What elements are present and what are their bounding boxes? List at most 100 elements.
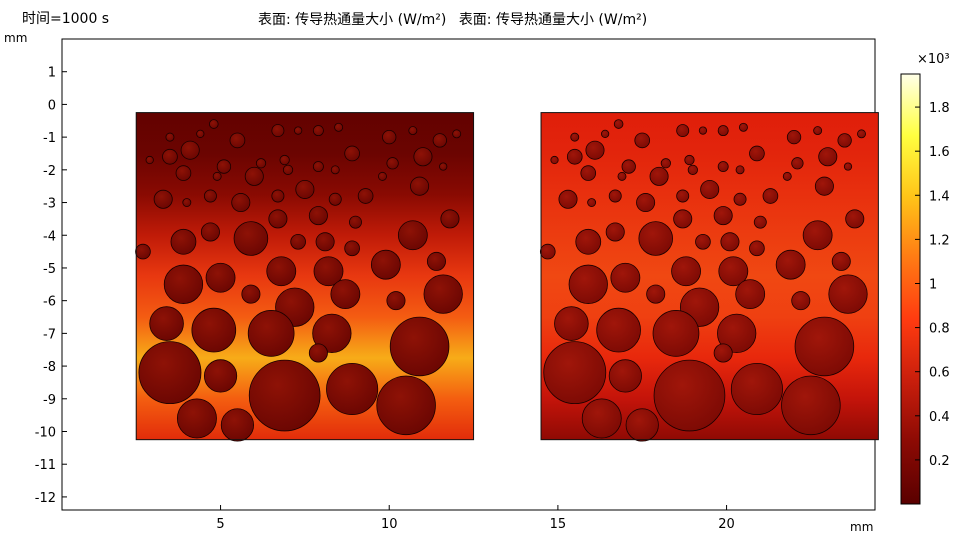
particle-left-17 xyxy=(279,154,290,166)
y-tick-label: 0 xyxy=(48,98,56,113)
x-axis-unit: mm xyxy=(850,520,873,534)
particle-left-16 xyxy=(255,158,267,169)
particle-right-65 xyxy=(794,316,855,377)
particle-left-61 xyxy=(149,306,184,341)
particle-right-30 xyxy=(558,189,578,209)
particle-right-63 xyxy=(652,310,700,357)
particle-right-47 xyxy=(720,232,740,252)
particle-left-53 xyxy=(313,256,344,287)
particle-right-15 xyxy=(621,159,636,174)
colorbar-tick-label: 1.4 xyxy=(929,189,950,204)
particle-left-30 xyxy=(153,189,173,209)
x-tick-label: 15 xyxy=(550,517,567,532)
particle-right-60 xyxy=(828,274,868,314)
particle-left-25 xyxy=(244,166,264,186)
colorbar-multiplier: ×10³ xyxy=(917,52,950,67)
y-axis-unit: mm xyxy=(4,31,27,45)
particle-left-72 xyxy=(176,398,217,439)
particle-right-50 xyxy=(568,264,608,304)
particle-right-22 xyxy=(843,162,853,171)
particle-left-35 xyxy=(295,179,315,199)
particle-left-64 xyxy=(312,313,352,354)
particle-right-55 xyxy=(831,251,851,271)
particle-left-3 xyxy=(229,132,246,149)
particle-right-4 xyxy=(676,124,690,138)
y-tick-label: -6 xyxy=(43,295,56,310)
colorbar: 0.2 0.4 0.6 0.8 1 1.2 1.4 1.6 1.8 xyxy=(900,73,950,505)
particle-right-8 xyxy=(786,129,802,145)
particle-left-2 xyxy=(209,119,219,129)
particle-right-72 xyxy=(581,398,622,439)
time-label: 时间=1000 s xyxy=(22,11,110,27)
particle-right-20 xyxy=(791,157,804,170)
particle-right-2 xyxy=(613,119,624,129)
particle-left-15 xyxy=(216,159,232,174)
plot-title-1: 表面: 传导热通量大小 (W/m²) xyxy=(258,12,447,28)
particle-left-6 xyxy=(312,125,324,137)
particle-left-38 xyxy=(268,209,288,229)
particle-left-22 xyxy=(439,162,448,171)
particle-left-52 xyxy=(266,256,297,287)
particle-right-64 xyxy=(717,313,757,354)
plot-title-2: 表面: 传导热通量大小 (W/m²) xyxy=(458,12,648,28)
particle-left-44 xyxy=(200,222,220,242)
particle-right-17 xyxy=(684,154,695,166)
particle-left-8 xyxy=(382,129,397,145)
y-tick-label: -5 xyxy=(43,262,56,277)
y-tick-label: -10 xyxy=(35,426,56,441)
colorbar-bar xyxy=(900,73,921,505)
particle-left-31 xyxy=(182,198,192,207)
colorbar-tick-label: 1 xyxy=(929,277,937,292)
particle-right-36 xyxy=(733,192,747,206)
particle-left-39 xyxy=(308,206,328,226)
particle-left-65 xyxy=(389,316,450,377)
particle-right-37 xyxy=(762,188,779,204)
particle-left-26 xyxy=(282,164,294,175)
particle-left-33 xyxy=(231,193,251,213)
particle-right-13 xyxy=(566,148,583,165)
particle-left-29 xyxy=(410,176,430,196)
particle-left-59 xyxy=(386,291,406,311)
colorbar-tick-label: 0.8 xyxy=(929,322,950,337)
y-tick-label: -2 xyxy=(43,164,56,179)
particle-left-10 xyxy=(432,133,447,148)
particle-right-44 xyxy=(605,222,625,242)
particle-right-56 xyxy=(646,284,666,304)
colorbar-tick-label: 1.6 xyxy=(929,145,950,160)
particle-left-19 xyxy=(344,145,360,162)
particle-right-16 xyxy=(660,158,671,169)
particle-right-39 xyxy=(713,206,733,226)
particle-left-13 xyxy=(162,148,178,165)
particle-right-43 xyxy=(575,228,602,255)
x-tick-label: 10 xyxy=(381,517,398,532)
particle-right-0 xyxy=(570,132,580,142)
particle-left-18 xyxy=(312,161,324,173)
particle-left-45 xyxy=(233,221,269,256)
y-tick-label: -12 xyxy=(35,491,56,506)
plot-title: 表面: 传导热通量大小 (W/m²) 表面: 传导热通量大小 (W/m²) xyxy=(258,9,655,29)
particle-left-55 xyxy=(426,251,446,271)
particle-right-9 xyxy=(813,126,823,136)
particle-right-51 xyxy=(610,262,641,293)
particle-right-28 xyxy=(782,171,792,181)
y-tick-label: -4 xyxy=(43,229,56,244)
particle-right-48 xyxy=(749,240,765,257)
panels-layer xyxy=(135,112,879,442)
particle-left-14 xyxy=(180,140,200,160)
particle-right-61 xyxy=(554,306,589,341)
particle-right-35 xyxy=(700,179,720,199)
particle-left-9 xyxy=(408,126,418,136)
y-tick-label: -1 xyxy=(43,131,56,146)
particle-right-21 xyxy=(818,147,838,167)
particle-left-71 xyxy=(376,375,436,436)
particle-left-12 xyxy=(145,155,154,165)
particle-right-25 xyxy=(649,166,669,186)
particle-right-33 xyxy=(636,193,656,213)
particle-left-56 xyxy=(241,284,261,304)
particle-left-0 xyxy=(165,132,175,142)
particle-right-59 xyxy=(791,291,811,311)
particle-left-50 xyxy=(163,264,204,304)
y-tick-label: -9 xyxy=(43,393,56,408)
